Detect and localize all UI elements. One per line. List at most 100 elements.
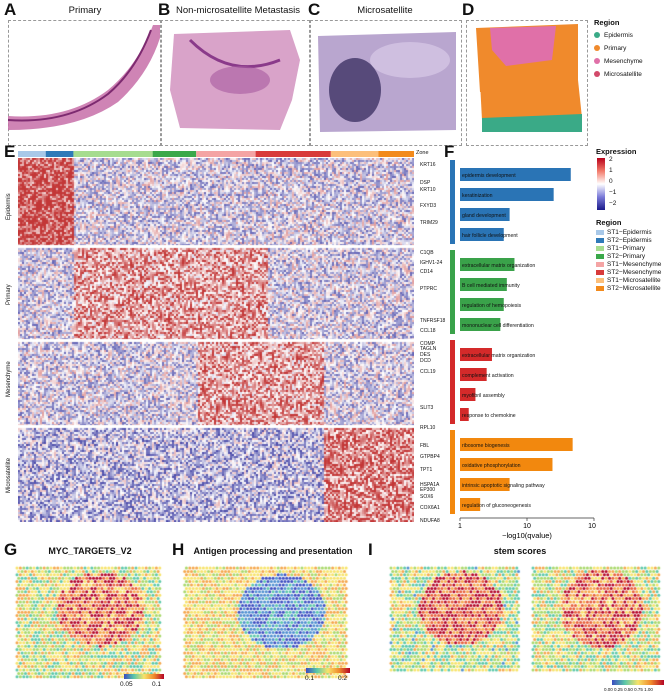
row-group-label: Primary (6, 284, 12, 305)
gene-label: KRT16 (420, 162, 436, 168)
legend-dot (594, 45, 600, 52)
zone-label: Zone (416, 150, 429, 156)
zone-segment (330, 151, 379, 157)
go-term-label: keratinization (462, 193, 493, 199)
region-legend-item: Epidermis (594, 32, 643, 45)
panel-label-g: G (4, 540, 18, 559)
gene-label: FBL (420, 443, 430, 449)
go-term-label: regulation of hemopoiesis (462, 303, 522, 309)
region-map-d (476, 24, 582, 132)
panel-label-a: A (4, 0, 17, 19)
gene-label: COMP (420, 341, 435, 347)
gene-label: DSP (420, 180, 431, 186)
go-term-label: extracellular matrix organization (462, 353, 535, 359)
group-strip (450, 160, 455, 244)
legend-swatch (596, 245, 604, 251)
region2-legend: ST1−Epidermis ST2−Epidermis ST1−Primary … (596, 229, 661, 293)
group-strip (450, 430, 455, 514)
legend-swatch (596, 261, 604, 267)
panel-label-b: B (158, 0, 171, 19)
zone-segment (152, 151, 197, 157)
go-bar (460, 228, 504, 241)
row-group-label: Microsatellite (6, 457, 12, 493)
go-bar (460, 258, 515, 271)
legend-label: ST1−Microsatellite (607, 277, 661, 284)
scale-i-tick: 0.00 (604, 687, 613, 692)
group-strip (450, 340, 455, 424)
legend-swatch (596, 285, 604, 291)
legend-label: Epidermis (604, 32, 633, 39)
expression-colorbar (597, 158, 605, 210)
go-bar (460, 458, 553, 471)
gene-label: COX6A1 (420, 505, 440, 511)
zone-segment (378, 151, 414, 157)
go-term-label: gland development (462, 213, 506, 219)
expression-legend-title: Expression (596, 147, 637, 156)
x-tick-label: 10 (523, 523, 531, 530)
panel-c-frame (310, 20, 462, 146)
go-term-label: regulation of gluconeogenesis (462, 503, 531, 509)
legend-label: ST1−Epidermis (607, 229, 652, 236)
gene-label: RPL10 (420, 425, 436, 431)
region2-legend-title: Region (596, 218, 622, 227)
zone-segment (18, 151, 46, 157)
panel-h-title: Antigen processing and presentation (193, 546, 353, 556)
gene-label: TNFRSF18 (420, 318, 446, 324)
expression-tick: 2 (609, 156, 613, 163)
x-tick-label: 100 (588, 523, 596, 530)
gene-label: CD14 (420, 269, 433, 275)
go-term-label: B cell mediated immunity (462, 283, 520, 289)
legend-label: Microsatellite (604, 71, 642, 78)
gene-label: CCL18 (420, 328, 436, 334)
go-bar (460, 208, 510, 221)
go-bar (460, 388, 476, 401)
tissue-metastasis-image (170, 30, 300, 130)
panel-c-title: Microsatellite (357, 5, 413, 16)
gene-label: C1QB (420, 250, 434, 256)
go-bar (460, 318, 501, 331)
expression-tick: 0 (609, 178, 613, 185)
legend-swatch (596, 269, 604, 275)
spatial-map-stem-1 (384, 562, 524, 678)
go-term-label: myofibril assembly (462, 393, 505, 399)
colorbar-g (124, 674, 164, 679)
panel-b-frame (160, 20, 310, 146)
expression-heatmap (18, 158, 414, 522)
scale-i-ticks: 0.00 0.25 0.50 0.75 1.00 (604, 687, 653, 692)
zone-bar (18, 151, 414, 157)
legend-label: ST1−Mesenchyme (607, 261, 662, 268)
gene-label: HSPA1A (420, 482, 440, 488)
go-bar (460, 498, 481, 511)
go-bar (460, 368, 487, 381)
zone-segment (255, 151, 331, 157)
scale-i-tick: 0.25 (614, 687, 623, 692)
gene-label: IGHV1-24 (420, 260, 443, 266)
scale-h-tick: 0.1 (305, 675, 315, 682)
scale-h-tick: 0.2 (338, 675, 348, 682)
legend-dot (594, 32, 600, 39)
region-legend: Epidermis Primary Mesenchyme Microsatell… (594, 32, 643, 84)
scale-g-tick: 0.1 (152, 681, 162, 688)
go-term-label: response to chemokine (462, 413, 516, 419)
legend-swatch (596, 229, 604, 235)
panel-label-c: C (308, 0, 321, 19)
gene-label: FXYD3 (420, 203, 437, 209)
gene-label: SLIT3 (420, 405, 434, 411)
go-bar (460, 408, 469, 421)
panel-label-i: I (368, 540, 373, 559)
panel-label-e: E (4, 142, 16, 161)
panel-i-title: stem scores (493, 546, 547, 556)
panel-g-title: MYC_TARGETS_V2 (48, 546, 132, 556)
go-term-label: extracellular matrix organization (462, 263, 535, 269)
panel-label-f: F (444, 142, 455, 161)
panel-a-frame (8, 20, 162, 146)
go-term-label: ribosome biogenesis (462, 443, 510, 449)
go-bar (460, 348, 492, 361)
go-bar (460, 278, 507, 291)
gene-label: TAGLN (420, 346, 437, 352)
region-legend-item: Microsatellite (594, 71, 643, 84)
gene-label: DES (420, 352, 431, 358)
spatial-map-antigen (176, 562, 352, 686)
legend-label: ST2−Microsatellite (607, 285, 661, 292)
gene-label: CCL19 (420, 369, 436, 375)
